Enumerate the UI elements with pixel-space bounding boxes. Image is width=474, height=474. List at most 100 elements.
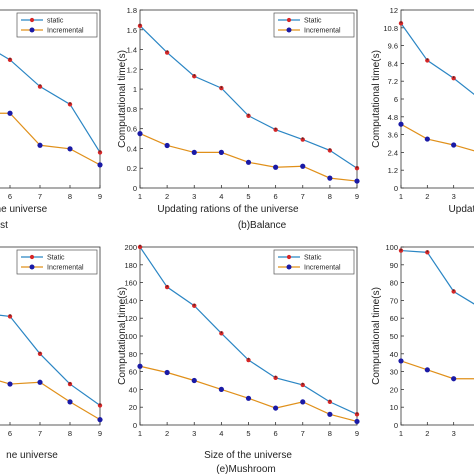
static-point (137, 244, 143, 250)
static-point (354, 412, 360, 417)
static-point (273, 127, 278, 132)
static-point-star: * (329, 149, 332, 155)
static-point (97, 150, 103, 155)
panel-caption: st (0, 220, 8, 231)
y-tick-label: 7.2 (388, 77, 398, 86)
legend-label-incremental: Incremental (304, 28, 341, 35)
x-tick-label: 9 (98, 429, 102, 438)
incremental-point (97, 417, 103, 423)
static-point-star: * (193, 74, 196, 80)
static-point (327, 148, 333, 153)
y-tick-label: 80 (390, 279, 398, 288)
plot-frame (400, 246, 474, 426)
static-point-star: * (193, 304, 196, 310)
x-axis-label: ne universe (6, 450, 58, 461)
x-tick-label: 8 (328, 429, 332, 438)
incremental-point (424, 367, 430, 373)
static-point-star: * (247, 114, 250, 120)
incremental-point (164, 369, 170, 376)
x-tick-label: 6 (274, 429, 278, 438)
incremental-point (300, 163, 306, 169)
static-point-star: * (400, 249, 403, 255)
x-tick-label: 6 (8, 429, 12, 438)
x-axis-label: Updati (449, 204, 474, 215)
static-point-star: * (9, 315, 12, 321)
incremental-point (354, 418, 360, 425)
static-point (398, 21, 404, 26)
static-point (425, 58, 430, 63)
static-point (219, 331, 224, 336)
static-point (37, 351, 43, 356)
x-tick-label: 3 (452, 192, 456, 201)
x-tick-label: 8 (328, 192, 332, 201)
y-tick-label: 200 (124, 243, 137, 252)
y-axis-label: Computational time(s) (371, 287, 382, 385)
y-tick-label: 100 (385, 243, 398, 252)
y-tick-label: 60 (129, 368, 137, 377)
static-point-star: * (69, 382, 72, 388)
legend-marker (29, 254, 35, 260)
static-point (192, 303, 197, 308)
static-point (67, 102, 73, 107)
incremental-point (451, 142, 457, 148)
y-tick-label: 0 (133, 184, 137, 193)
incremental-point (451, 376, 457, 382)
y-tick-label: 60 (390, 314, 398, 323)
incremental-point (398, 358, 404, 364)
y-tick-label: 160 (124, 279, 137, 288)
y-tick-label: 40 (129, 385, 137, 394)
series-line-static (400, 23, 474, 96)
x-tick-label: 2 (165, 192, 169, 201)
static-point-star: * (39, 352, 42, 358)
legend-marker (286, 17, 292, 23)
y-tick-label: 50 (390, 332, 398, 341)
incremental-point (137, 363, 143, 369)
x-tick-label: 3 (192, 192, 196, 201)
incremental-point (191, 377, 197, 384)
legend-marker (286, 27, 292, 33)
y-axis-label: Computational time(s) (117, 50, 128, 148)
y-tick-label: 20 (129, 403, 137, 412)
chart-panel-6: 0 10 20 30 40 50 60 70 80 90 100 1 2 3 Computational t… (371, 243, 474, 438)
y-tick-label: 0 (133, 421, 137, 430)
y-tick-label: 0.8 (127, 105, 137, 114)
y-tick-label: 180 (124, 261, 137, 270)
legend-box (273, 249, 355, 275)
static-point-star: * (400, 22, 403, 28)
x-tick-label: 6 (274, 192, 278, 201)
static-point-star: * (139, 24, 142, 30)
static-point (451, 289, 456, 294)
incremental-point (218, 149, 224, 155)
static-point (164, 284, 170, 290)
x-tick-label: 5 (246, 429, 250, 438)
incremental-point (218, 386, 224, 392)
incremental-point (164, 142, 170, 149)
x-tick-label: 7 (301, 192, 305, 201)
y-tick-label: 0 (394, 421, 398, 430)
incremental-point (273, 164, 279, 170)
legend-box (16, 12, 98, 38)
series-line-incremental (0, 112, 101, 166)
series-line-incremental (0, 380, 101, 421)
x-axis-label: Updating rations of the universe (157, 204, 299, 215)
y-tick-label: 0.6 (127, 125, 137, 134)
legend-label-incremental: Incremental (47, 28, 84, 35)
static-point-star: * (166, 285, 169, 291)
legend-marker (286, 264, 292, 270)
static-point-star: * (166, 51, 169, 57)
y-tick-label: 3.6 (388, 131, 398, 140)
legend-label-incremental: Incremental (47, 265, 84, 272)
x-tick-label: 1 (138, 192, 142, 201)
x-tick-label: 1 (138, 429, 142, 438)
y-tick-label: 30 (390, 368, 398, 377)
series-line-incremental (139, 133, 358, 182)
x-tick-label: 9 (98, 192, 102, 201)
chart-panel-3: 01.22.43.64.867.28.49.610.812123UpdatiCo… (371, 6, 474, 215)
static-point-star: * (329, 400, 332, 406)
static-point-star: * (452, 76, 455, 82)
x-tick-label: 7 (301, 429, 305, 438)
panel-caption: (e)Mushroom (216, 464, 275, 474)
y-tick-label: 8.4 (388, 59, 398, 68)
x-tick-label: 3 (192, 429, 196, 438)
